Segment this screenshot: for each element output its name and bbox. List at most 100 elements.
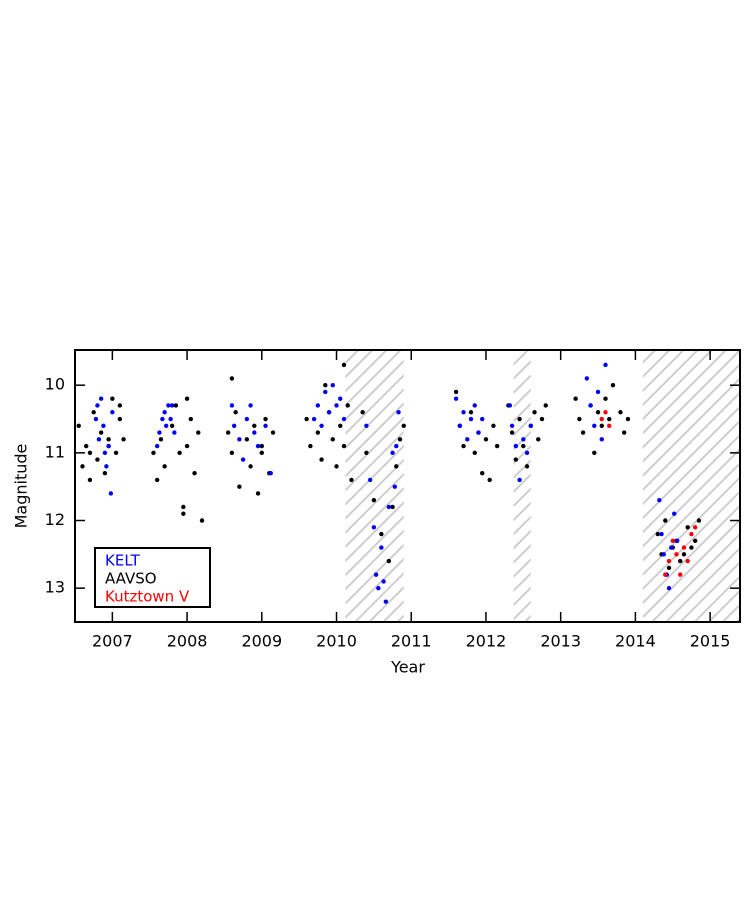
data-point (532, 410, 537, 415)
data-point (390, 504, 395, 510)
data-point (592, 450, 597, 456)
data-point (692, 538, 698, 544)
data-point (151, 450, 156, 456)
data-point (379, 545, 384, 550)
data-point (681, 552, 687, 557)
data-point (181, 504, 186, 510)
data-point (172, 430, 177, 435)
data-point (338, 396, 343, 401)
data-point (248, 403, 253, 408)
data-point (154, 477, 160, 483)
data-point (323, 382, 328, 388)
data-point (584, 376, 590, 381)
data-point (536, 437, 541, 442)
data-point (379, 531, 384, 537)
data-point (528, 423, 533, 428)
data-point (225, 430, 231, 435)
y-tick-label: 10 (45, 375, 65, 394)
data-point (599, 437, 604, 442)
data-point (323, 389, 328, 395)
data-point (199, 518, 205, 523)
data-point (184, 396, 190, 401)
data-point (472, 450, 477, 456)
data-point (308, 443, 313, 449)
data-point (670, 538, 675, 544)
data-point (259, 450, 264, 456)
data-point (334, 403, 339, 408)
data-point (689, 531, 694, 537)
data-point (661, 552, 666, 557)
data-point (663, 572, 668, 577)
data-point (315, 403, 321, 408)
data-point (110, 396, 115, 401)
x-tick-label: 2011 (391, 632, 432, 651)
data-point (237, 437, 242, 442)
data-point (330, 382, 335, 388)
data-point (524, 450, 530, 456)
data-point (76, 423, 81, 428)
x-tick-label: 2007 (92, 632, 133, 651)
data-point (588, 403, 593, 408)
data-point (360, 410, 365, 415)
data-point (476, 430, 481, 435)
data-point (98, 430, 104, 435)
data-point (259, 443, 264, 449)
data-point (472, 403, 477, 408)
data-point (255, 443, 261, 449)
data-point (93, 416, 99, 422)
data-point (461, 410, 466, 415)
legend-label: AAVSO (105, 570, 157, 588)
data-point (468, 410, 474, 415)
data-point (669, 545, 674, 550)
data-point (101, 423, 106, 428)
data-point (666, 585, 672, 591)
data-point (659, 531, 664, 537)
data-point (603, 410, 608, 415)
data-point (231, 423, 237, 428)
data-point (162, 410, 167, 415)
x-tick-label: 2010 (316, 632, 357, 651)
data-point (675, 538, 680, 544)
legend-label: Kutztown V (105, 588, 190, 606)
data-point (468, 416, 474, 422)
data-point (390, 450, 395, 456)
data-point (229, 450, 235, 456)
data-point (397, 437, 403, 442)
data-point (461, 443, 466, 449)
data-point (376, 585, 381, 591)
data-point (539, 416, 545, 422)
y-tick-label: 13 (45, 578, 65, 597)
data-point (270, 430, 276, 435)
data-point (113, 450, 119, 456)
data-point (96, 437, 102, 442)
data-point (625, 416, 631, 422)
axes-layer: 10 11 12 13 2007 2008 2009 2010 2011 2012 2013 2014… (45, 350, 740, 651)
data-point (349, 477, 354, 483)
data-point (334, 464, 339, 469)
data-point (453, 396, 459, 401)
data-point (685, 558, 690, 564)
data-point (163, 423, 169, 428)
data-point (104, 464, 109, 469)
data-point (513, 443, 519, 449)
data-point (580, 430, 586, 435)
data-point (465, 437, 470, 442)
shaded-region (513, 350, 531, 622)
data-point (263, 423, 268, 428)
data-point (117, 416, 123, 422)
data-point (319, 423, 324, 428)
data-point (371, 498, 377, 503)
data-point (386, 558, 392, 564)
data-point (87, 477, 93, 483)
data-point (255, 491, 261, 496)
data-point (326, 410, 332, 415)
data-point (192, 470, 197, 476)
data-point (396, 410, 401, 415)
data-point (607, 416, 612, 422)
y-tick-label: 12 (45, 510, 65, 529)
data-point (603, 396, 608, 401)
data-point (244, 437, 250, 442)
x-tick-label: 2009 (241, 632, 282, 651)
data-point (657, 498, 662, 503)
